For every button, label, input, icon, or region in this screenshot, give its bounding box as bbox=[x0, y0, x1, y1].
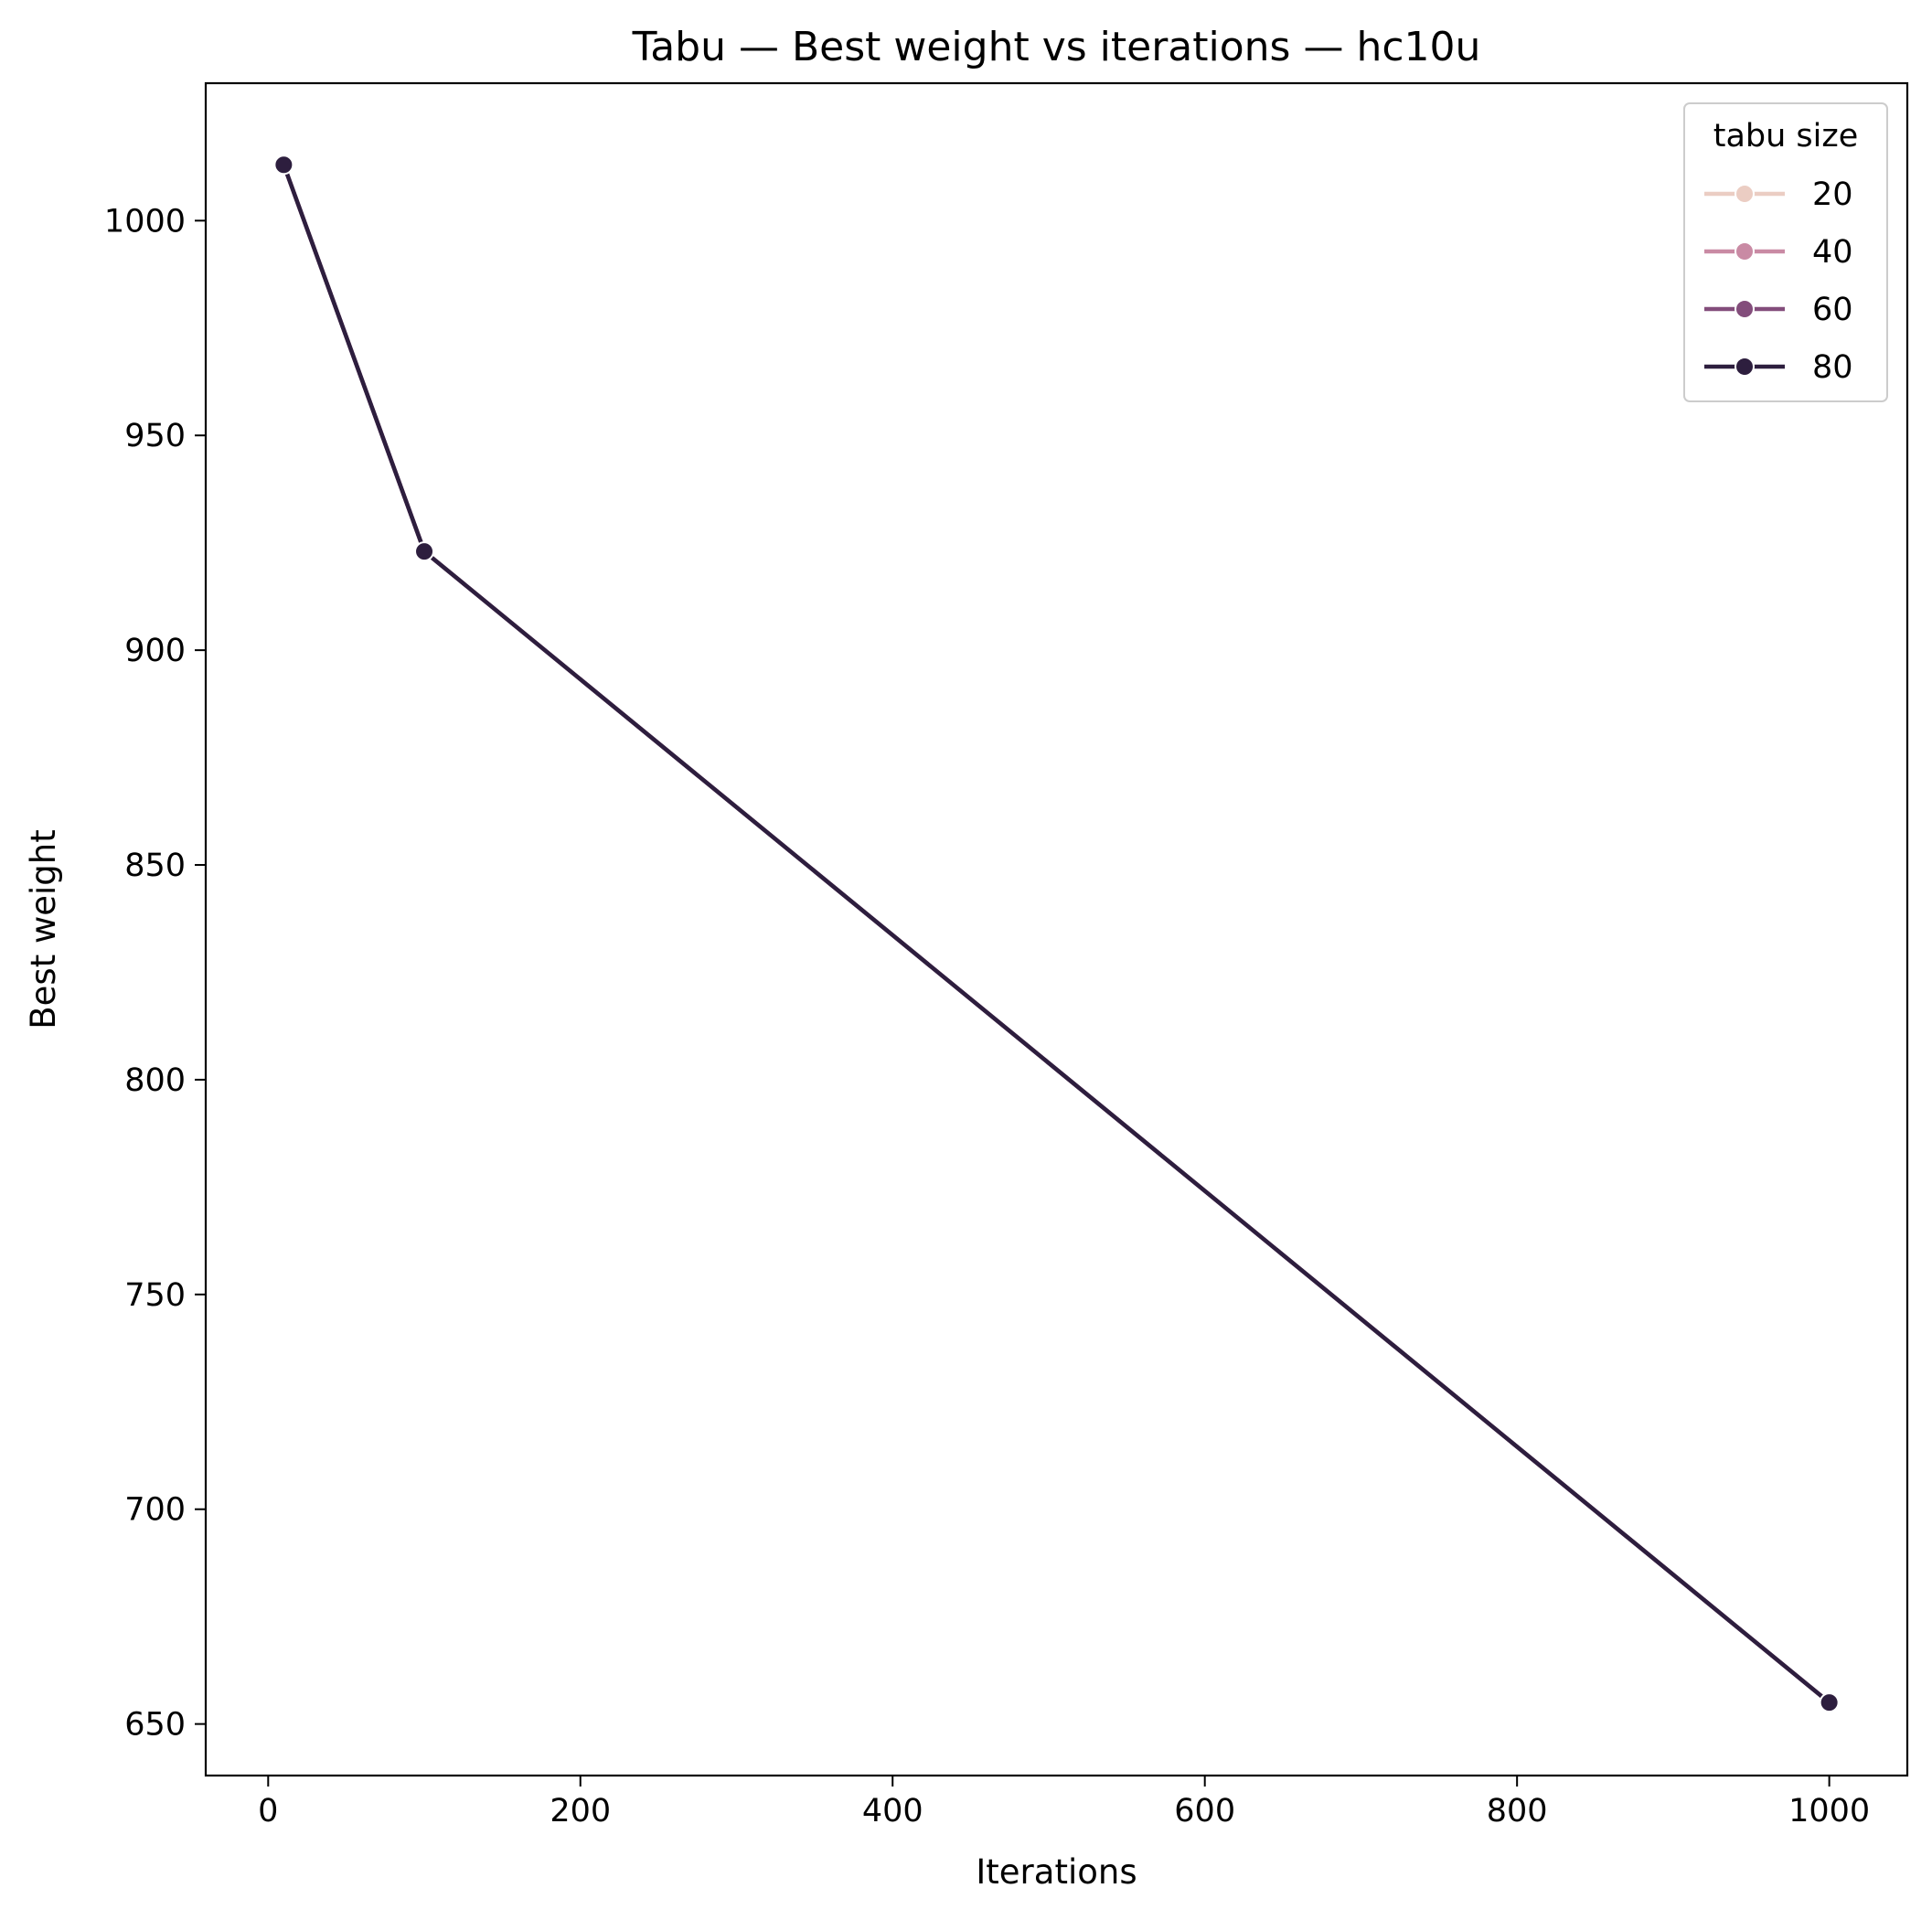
y-axis-label: Best weight bbox=[24, 829, 63, 1029]
axes-frame bbox=[204, 81, 1909, 1777]
legend-label-80: 80 bbox=[1812, 349, 1853, 386]
x-tick-label: 200 bbox=[550, 1793, 611, 1829]
y-tick-label: 650 bbox=[124, 1707, 186, 1744]
y-tick-label: 700 bbox=[124, 1492, 186, 1529]
legend-label-60: 60 bbox=[1812, 292, 1853, 328]
legend-marker-80 bbox=[1735, 357, 1755, 377]
legend-label-40: 40 bbox=[1812, 234, 1853, 271]
legend-box bbox=[1683, 102, 1888, 402]
x-axis-label: Iterations bbox=[976, 1852, 1137, 1892]
data-point-80 bbox=[273, 155, 294, 176]
x-tick-label: 0 bbox=[258, 1793, 278, 1829]
legend-marker-40 bbox=[1735, 241, 1755, 261]
legend-marker-20 bbox=[1735, 184, 1755, 204]
legend-marker-60 bbox=[1735, 299, 1755, 319]
y-tick-label: 900 bbox=[124, 633, 186, 669]
series-line-60 bbox=[282, 164, 1831, 1704]
x-tick-label: 600 bbox=[1174, 1793, 1235, 1829]
y-tick-label: 1000 bbox=[104, 203, 186, 240]
y-tick-label: 950 bbox=[124, 418, 186, 454]
x-tick-label: 400 bbox=[862, 1793, 923, 1829]
legend: tabu size 20 40 60 80 bbox=[1683, 102, 1888, 402]
series-line-40 bbox=[282, 164, 1831, 1704]
y-tick-label: 850 bbox=[124, 848, 186, 884]
data-point-80 bbox=[414, 541, 435, 562]
x-tick-label: 1000 bbox=[1788, 1793, 1870, 1829]
series-line-80 bbox=[282, 164, 1831, 1704]
legend-title: tabu size bbox=[1713, 118, 1859, 155]
series-line-20 bbox=[282, 164, 1831, 1704]
plot-area: 0 200 400 600 800 1000 650 700 750 800 850 900 950 10… bbox=[104, 81, 1909, 1829]
y-tick-label: 750 bbox=[124, 1277, 186, 1314]
y-tick-label: 800 bbox=[124, 1062, 186, 1099]
legend-label-20: 20 bbox=[1812, 176, 1853, 213]
x-tick-label: 800 bbox=[1487, 1793, 1548, 1829]
chart-title: Tabu — Best weight vs iterations — hc10u bbox=[632, 24, 1481, 70]
data-point-80 bbox=[1819, 1692, 1840, 1713]
